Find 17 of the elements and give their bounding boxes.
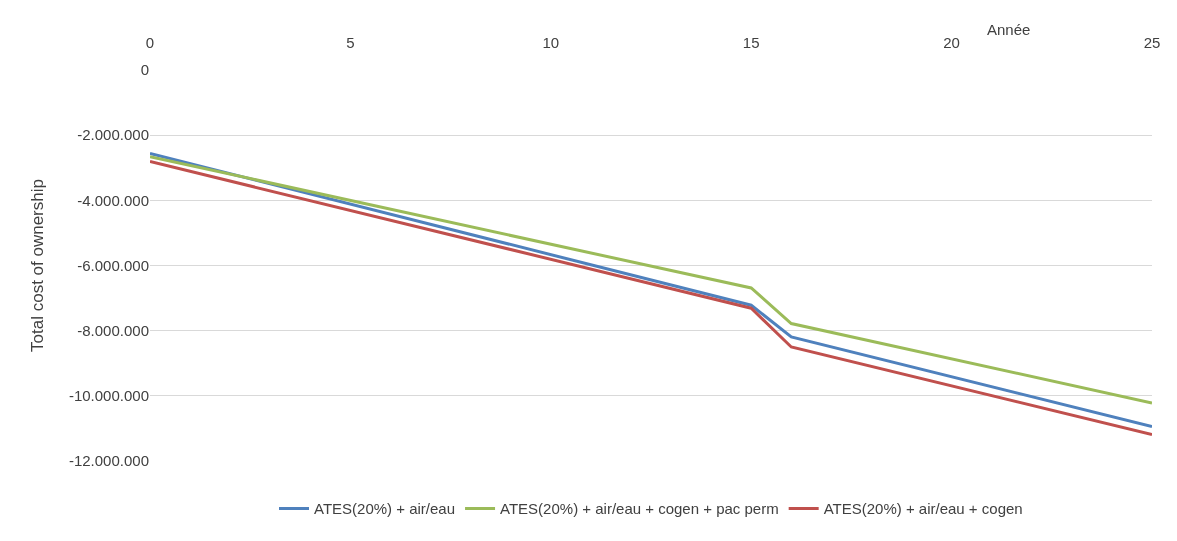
y-tick-label: -10.000.000 [68,387,149,405]
x-tick-label: 5 [346,34,355,51]
legend-label: ATES(20%) + air/eau + cogen [823,500,1023,518]
legend-label: ATES(20%) + air/eau [314,500,456,518]
y-tick-label: -12.000.000 [68,452,149,470]
x-tick-label: 15 [742,34,760,51]
x-axis-title: Année [987,21,1031,38]
y-tick-label: -4.000.000 [77,191,149,209]
x-tick-label: 20 [943,34,960,51]
y-tick-label: 0 [140,61,149,79]
x-tick-label: 25 [1143,34,1161,51]
y-tick-label: -2.000.000 [77,126,149,144]
x-tick-label: 10 [542,34,560,51]
y-tick-label: -8.000.000 [77,321,149,339]
y-tick-label: -6.000.000 [77,256,149,274]
legend-label: ATES(20%) + air/eau + cogen + pac perm [500,500,779,518]
y-axis-title: Total cost of ownership [28,179,48,352]
